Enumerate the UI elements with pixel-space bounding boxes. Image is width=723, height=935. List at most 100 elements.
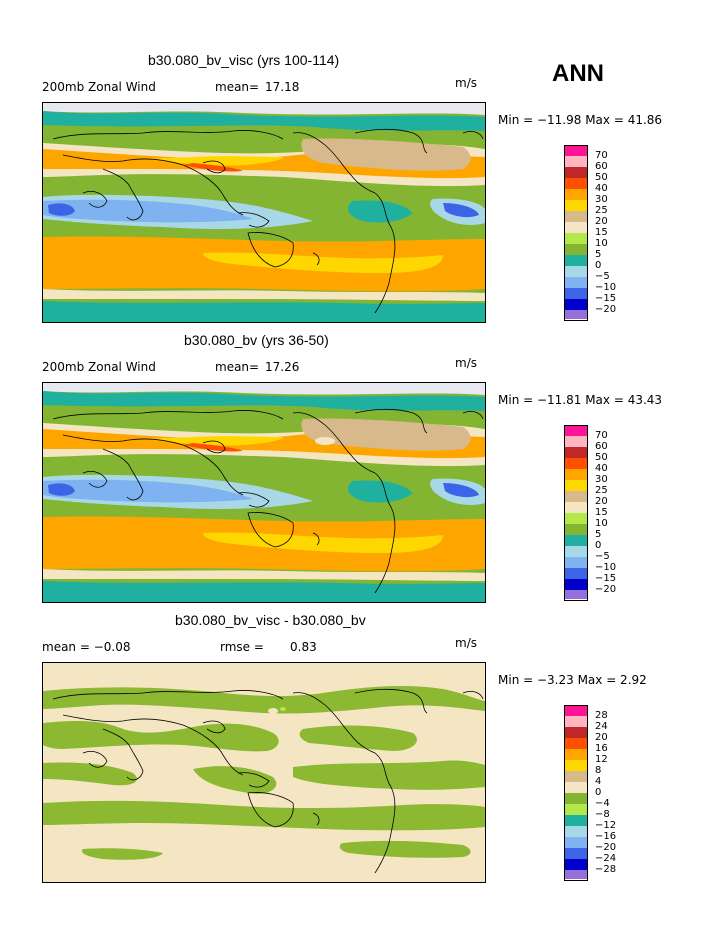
cb1-swatch [565, 222, 587, 233]
panel2-field-label: 200mb Zonal Wind [42, 360, 156, 374]
cb2-swatch [565, 579, 587, 590]
cb-label: −10 [595, 562, 617, 573]
cb1-swatch [565, 233, 587, 244]
cb-label: −8 [595, 809, 610, 820]
cb1-swatch [565, 277, 587, 288]
cb1-swatch [565, 189, 587, 200]
panel3-minmax: Min = −3.23 Max = 2.92 [498, 673, 647, 687]
panel2-colorbar-labels: 70 60 50 40 30 25 20 15 10 5 0 −5 −10 −1… [595, 430, 616, 595]
cb1-swatch [565, 255, 587, 266]
cb-label: −24 [595, 853, 617, 864]
cb-label: 25 [595, 485, 608, 496]
cb1-swatch [565, 266, 587, 277]
cb3-swatch [565, 782, 587, 793]
cb-label: 20 [595, 496, 608, 507]
cb2-swatch [565, 469, 587, 480]
cb3-swatch [565, 738, 587, 749]
cb3-swatch [565, 706, 587, 716]
panel3-map [42, 662, 486, 883]
cb3-swatch [565, 859, 587, 870]
cb-label: 70 [595, 150, 608, 161]
cb-label: 0 [595, 260, 602, 271]
cb-label: 40 [595, 463, 608, 474]
cb-label: −15 [595, 293, 617, 304]
cb-label: 5 [595, 529, 602, 540]
panel3-rmse-value: 0.83 [290, 640, 317, 654]
cb-label: 50 [595, 172, 608, 183]
cb2-swatch [565, 546, 587, 557]
cb-label: −16 [595, 831, 617, 842]
panel3-title: b30.080_bv_visc - b30.080_bv [175, 612, 366, 628]
cb-label: 25 [595, 205, 608, 216]
panel1-units: m/s [455, 76, 477, 90]
panel1-colorbar-labels: 70 60 50 40 30 25 20 15 10 5 0 −5 −10 −1… [595, 150, 616, 315]
cb-label: 70 [595, 430, 608, 441]
cb3-swatch [565, 870, 587, 879]
cb2-swatch [565, 480, 587, 491]
panel3-mean-text: mean = −0.08 [42, 640, 131, 654]
cb1-swatch [565, 310, 587, 319]
cb-label: 12 [595, 754, 608, 765]
cb2-swatch [565, 436, 587, 447]
cb-label: 60 [595, 441, 608, 452]
panel2-units: m/s [455, 356, 477, 370]
cb1-swatch [565, 244, 587, 255]
cb-label: −5 [595, 271, 610, 282]
cb3-swatch [565, 793, 587, 804]
cb1-swatch [565, 178, 587, 189]
cb-label: 15 [595, 507, 608, 518]
panel2-mean-value: 17.26 [265, 360, 300, 374]
panel2-title: b30.080_bv (yrs 36-50) [184, 332, 329, 348]
cb-label: −12 [595, 820, 617, 831]
panel2-colorbar [564, 425, 588, 601]
cb-label: 28 [595, 710, 608, 721]
cb-label: 16 [595, 743, 608, 754]
cb3-swatch [565, 716, 587, 727]
cb1-swatch [565, 146, 587, 156]
cb-label: 0 [595, 540, 602, 551]
cb1-swatch [565, 299, 587, 310]
panel3-units: m/s [455, 636, 477, 650]
cb-label: 50 [595, 452, 608, 463]
panel3-colorbar-labels: 28 24 20 16 12 8 4 0 −4 −8 −12 −16 −20 −… [595, 710, 616, 875]
cb3-swatch [565, 760, 587, 771]
cb-label: −5 [595, 551, 610, 562]
cb-label: 0 [595, 787, 602, 798]
panel2-minmax: Min = −11.81 Max = 43.43 [498, 393, 663, 407]
cb2-swatch [565, 447, 587, 458]
cb2-swatch [565, 557, 587, 568]
cb2-swatch [565, 568, 587, 579]
cb-label: 15 [595, 227, 608, 238]
cb1-swatch [565, 211, 587, 222]
cb1-swatch [565, 156, 587, 167]
cb2-swatch [565, 491, 587, 502]
cb3-swatch [565, 848, 587, 859]
panel1-colorbar [564, 145, 588, 321]
cb2-swatch [565, 524, 587, 535]
cb-label: −10 [595, 282, 617, 293]
cb2-swatch [565, 426, 587, 436]
cb-label: −28 [595, 864, 617, 875]
cb-label: −20 [595, 842, 617, 853]
cb3-swatch [565, 804, 587, 815]
cb3-swatch [565, 749, 587, 760]
cb2-swatch [565, 590, 587, 599]
cb-label: 10 [595, 518, 608, 529]
cb-label: 5 [595, 249, 602, 260]
cb1-swatch [565, 200, 587, 211]
cb-label: 20 [595, 216, 608, 227]
panel1-mean-label: mean= [215, 80, 260, 94]
cb-label: 4 [595, 776, 602, 787]
cb3-swatch [565, 727, 587, 738]
cb-label: −20 [595, 304, 617, 315]
panel1-mean-value: 17.18 [265, 80, 300, 94]
panel2-map [42, 382, 486, 603]
cb3-swatch [565, 815, 587, 826]
cb-label: 20 [595, 732, 608, 743]
cb-label: −15 [595, 573, 617, 584]
cb-label: 30 [595, 474, 608, 485]
cb-label: 10 [595, 238, 608, 249]
panel1-minmax: Min = −11.98 Max = 41.86 [498, 113, 663, 127]
cb2-swatch [565, 513, 587, 524]
cb-label: 40 [595, 183, 608, 194]
